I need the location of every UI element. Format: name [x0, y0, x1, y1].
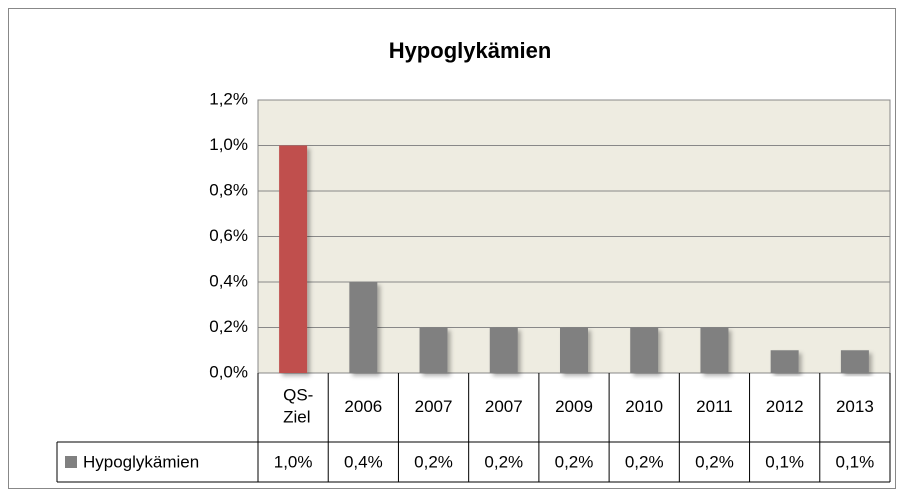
y-tick-label: 0,6% [209, 226, 248, 245]
x-tick-label: 2009 [555, 397, 593, 416]
data-table-value: 1,0% [274, 452, 313, 471]
data-table-value: 0,1% [765, 452, 804, 471]
x-tick-label: 2007 [485, 397, 523, 416]
data-table-value: 0,2% [695, 452, 734, 471]
y-tick-label: 0,0% [209, 362, 248, 381]
x-tick-label: 2006 [344, 397, 382, 416]
x-tick-label: 2010 [625, 397, 663, 416]
bar [770, 350, 799, 373]
bar [489, 327, 518, 373]
x-tick-label: 2007 [415, 397, 453, 416]
chart-title: Hypoglykämien [389, 38, 552, 63]
x-tick-label: QS-Ziel [283, 386, 313, 427]
bar [349, 282, 378, 373]
bar [419, 327, 448, 373]
y-tick-label: 1,0% [209, 135, 248, 154]
bar [700, 327, 729, 373]
bar [279, 145, 308, 373]
bar [560, 327, 588, 373]
data-table-value: 0,1% [836, 452, 875, 471]
x-tick-label: 2013 [836, 397, 874, 416]
data-table-value: 0,2% [625, 452, 664, 471]
bar [840, 350, 869, 373]
legend-key [65, 456, 77, 468]
y-tick-label: 0,2% [209, 317, 248, 336]
data-table-value: 0,2% [555, 452, 594, 471]
legend-label: Hypoglykämien [83, 452, 199, 471]
data-table-value: 0,2% [414, 452, 453, 471]
data-table-value: 0,2% [484, 452, 523, 471]
x-tick-label: 2011 [696, 397, 733, 416]
bar [630, 327, 659, 373]
y-tick-label: 0,8% [209, 180, 248, 199]
y-tick-label: 1,2% [209, 89, 248, 108]
y-tick-label: 0,4% [209, 271, 248, 290]
data-table-value: 0,4% [344, 452, 383, 471]
x-tick-label: 2012 [766, 397, 804, 416]
